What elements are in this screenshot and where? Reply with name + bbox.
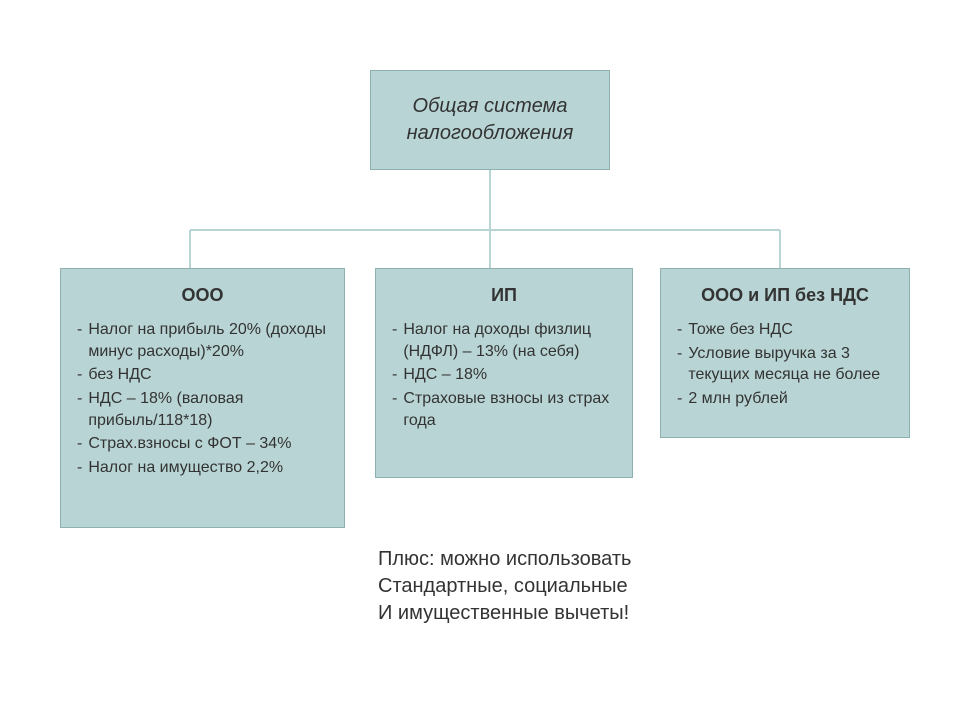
dash-icon: - <box>77 388 82 410</box>
dash-icon: - <box>77 364 82 386</box>
list-item-text: Условие выручка за 3 текущих месяца не б… <box>688 343 893 386</box>
child-list: -Тоже без НДС-Условие выручка за 3 текущ… <box>677 319 893 409</box>
list-item-text: Страх.взносы с ФОТ – 34% <box>88 433 328 455</box>
dash-icon: - <box>677 343 682 365</box>
child-node-1: ИП-Налог на доходы физлиц (НДФЛ) – 13% (… <box>375 268 633 478</box>
child-list: -Налог на прибыль 20% (доходы минус расх… <box>77 319 328 478</box>
root-line2: налогообложения <box>407 120 574 147</box>
dash-icon: - <box>77 319 82 341</box>
note-line: Стандартные, социальные <box>378 573 631 600</box>
child-node-0: ООО-Налог на прибыль 20% (доходы минус р… <box>60 268 345 528</box>
note-line: И имущественные вычеты! <box>378 600 631 627</box>
list-item: -Тоже без НДС <box>677 319 893 341</box>
list-item-text: Тоже без НДС <box>688 319 893 341</box>
root-line1: Общая система <box>413 93 568 120</box>
dash-icon: - <box>392 364 397 386</box>
list-item-text: Налог на доходы физлиц (НДФЛ) – 13% (на … <box>403 319 616 362</box>
root-node: Общая система налогообложения <box>370 70 610 170</box>
list-item: -2 млн рублей <box>677 388 893 410</box>
list-item: -НДС – 18% (валовая прибыль/118*18) <box>77 388 328 431</box>
note-line: Плюс: можно использовать <box>378 546 631 573</box>
footer-note: Плюс: можно использоватьСтандартные, соц… <box>378 546 631 627</box>
list-item-text: НДС – 18% (валовая прибыль/118*18) <box>88 388 328 431</box>
list-item: -без НДС <box>77 364 328 386</box>
list-item: -Условие выручка за 3 текущих месяца не … <box>677 343 893 386</box>
child-title: ИП <box>392 283 616 307</box>
dash-icon: - <box>77 457 82 479</box>
dash-icon: - <box>77 433 82 455</box>
list-item: -НДС – 18% <box>392 364 616 386</box>
list-item-text: Страховые взносы из страх года <box>403 388 616 431</box>
dash-icon: - <box>677 319 682 341</box>
list-item: -Страховые взносы из страх года <box>392 388 616 431</box>
list-item-text: НДС – 18% <box>403 364 616 386</box>
list-item: -Налог на имущество 2,2% <box>77 457 328 479</box>
dash-icon: - <box>677 388 682 410</box>
list-item: -Налог на доходы физлиц (НДФЛ) – 13% (на… <box>392 319 616 362</box>
dash-icon: - <box>392 319 397 341</box>
list-item-text: Налог на прибыль 20% (доходы минус расхо… <box>88 319 328 362</box>
list-item-text: без НДС <box>88 364 328 386</box>
list-item: -Налог на прибыль 20% (доходы минус расх… <box>77 319 328 362</box>
list-item: -Страх.взносы с ФОТ – 34% <box>77 433 328 455</box>
child-title: ООО и ИП без НДС <box>677 283 893 307</box>
child-node-2: ООО и ИП без НДС-Тоже без НДС-Условие вы… <box>660 268 910 438</box>
child-list: -Налог на доходы физлиц (НДФЛ) – 13% (на… <box>392 319 616 431</box>
child-title: ООО <box>77 283 328 307</box>
dash-icon: - <box>392 388 397 410</box>
list-item-text: Налог на имущество 2,2% <box>88 457 328 479</box>
list-item-text: 2 млн рублей <box>688 388 893 410</box>
